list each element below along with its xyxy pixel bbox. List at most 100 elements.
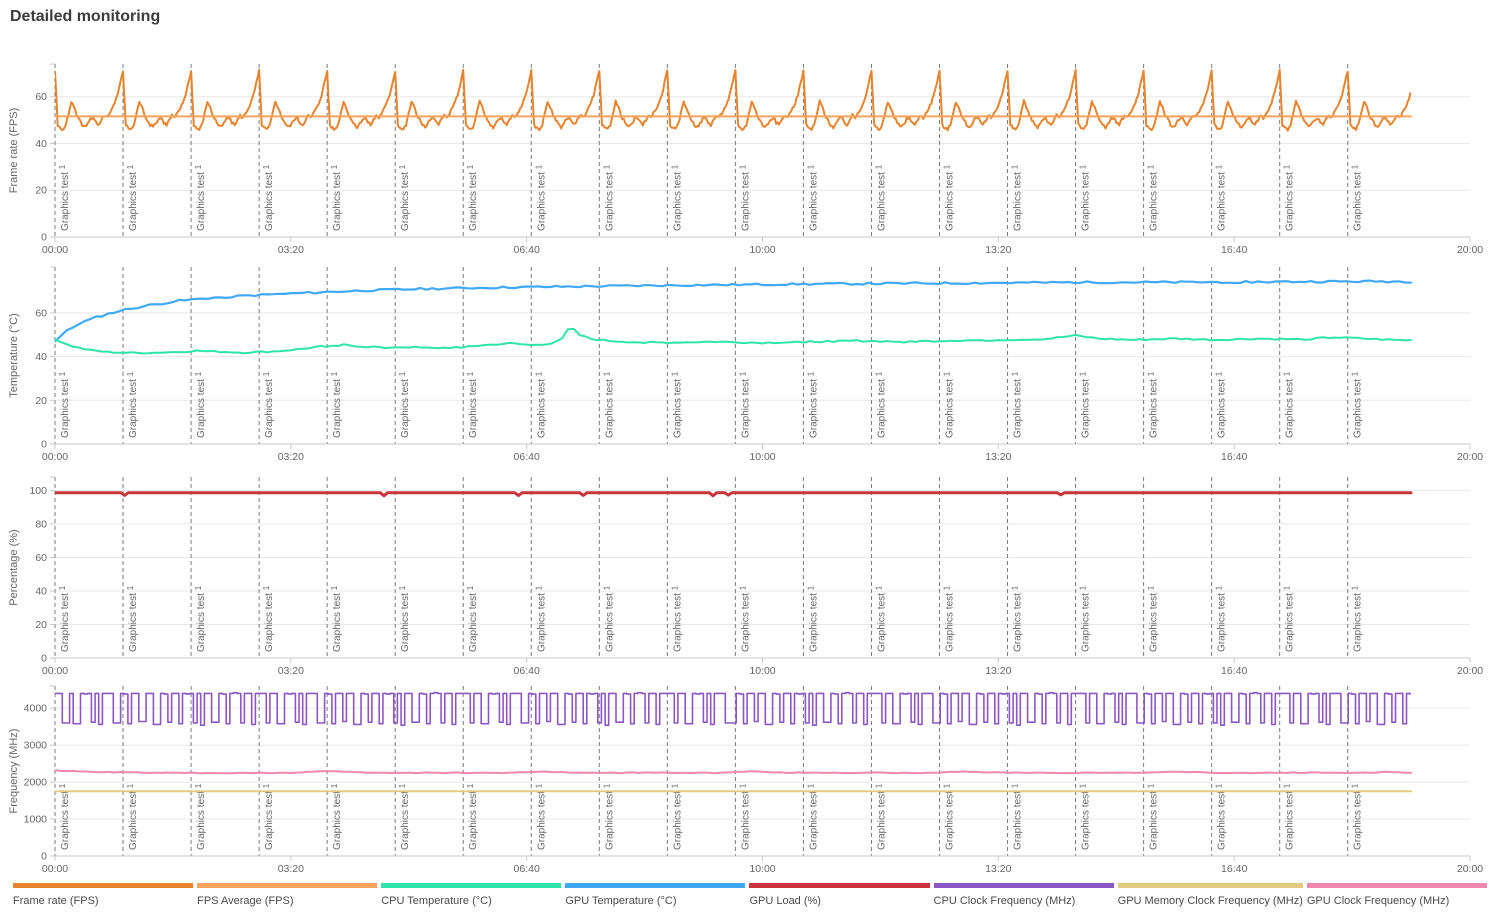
plotline-label: Graphics test 1: [262, 164, 275, 231]
plotline-label: Graphics test 1: [398, 164, 411, 231]
gpu-memory-clock-frequency-mhz-swatch: [1117, 883, 1303, 888]
plotline-label: Graphics test 1: [1283, 371, 1296, 438]
x-tick-label: 16:40: [1221, 244, 1247, 256]
plotline-label: Graphics test 1: [738, 585, 751, 652]
y-tick-label: 0: [41, 232, 47, 244]
x-tick-label: 00:00: [42, 665, 68, 677]
x-tick-label: 20:00: [1457, 244, 1483, 256]
plotline-label: Graphics test 1: [126, 783, 139, 850]
plotline-label: Graphics test 1: [262, 783, 275, 850]
x-tick-label: 10:00: [749, 244, 775, 256]
legend-label: FPS Average (FPS): [197, 895, 294, 907]
legend-item-fps-average-fps[interactable]: FPS Average (FPS): [197, 883, 378, 907]
plotline-label: Graphics test 1: [602, 783, 615, 850]
gpu-load-swatch: [749, 883, 930, 888]
plotline-label: Graphics test 1: [58, 164, 71, 231]
y-tick-label: 100: [29, 485, 47, 497]
y-tick-label: 0: [41, 851, 47, 863]
cpu-clock-frequency-mhz-swatch: [933, 883, 1114, 888]
x-tick-label: 00:00: [42, 863, 68, 875]
plotline-label: Graphics test 1: [874, 783, 887, 850]
plotline-label: Graphics test 1: [738, 783, 751, 850]
legend-item-gpu-memory-clock-frequency-mhz[interactable]: GPU Memory Clock Frequency (MHz): [1117, 883, 1303, 907]
plotline-label: Graphics test 1: [874, 585, 887, 652]
plotline-label: Graphics test 1: [874, 164, 887, 231]
gpu-temperature-c-swatch: [565, 883, 746, 888]
plotline-label: Graphics test 1: [534, 371, 547, 438]
plotline-label: Graphics test 1: [670, 783, 683, 850]
plotline-label: Graphics test 1: [126, 371, 139, 438]
x-tick-label: 20:00: [1457, 863, 1483, 875]
chart-temperature-c: Graphics test 1 Graphics test 1 Graphics t…: [8, 266, 1483, 463]
plotline-label: Graphics test 1: [942, 164, 955, 231]
chart-frequency-mhz: Graphics test 1 Graphics test 1 Graphics t…: [8, 685, 1483, 875]
y-axis-title: Frequency (MHz): [8, 729, 20, 814]
x-tick-label: 03:20: [278, 451, 304, 463]
cpu-temperature-c-swatch: [381, 883, 562, 888]
plotline-label: Graphics test 1: [398, 371, 411, 438]
plotline-label: Graphics test 1: [806, 585, 819, 652]
y-tick-label: 80: [35, 518, 47, 530]
legend-item-cpu-clock-frequency-mhz[interactable]: CPU Clock Frequency (MHz): [933, 883, 1114, 907]
y-tick-label: 60: [35, 91, 47, 103]
y-tick-label: 0: [41, 439, 47, 451]
plotline-label: Graphics test 1: [1011, 164, 1024, 231]
series-cpu-temperature-c[interactable]: [55, 328, 1412, 355]
chart-percentage: Graphics test 1 Graphics test 1 Graphics t…: [8, 476, 1483, 677]
legend-label: GPU Load (%): [749, 895, 821, 907]
series-gpu-clock-frequency-mhz[interactable]: [55, 769, 1412, 775]
plotline-label: Graphics test 1: [58, 371, 71, 438]
x-tick-label: 20:00: [1457, 665, 1483, 677]
x-tick-label: 06:40: [514, 665, 540, 677]
legend-label: GPU Temperature (°C): [565, 895, 677, 907]
x-tick-label: 16:40: [1221, 451, 1247, 463]
series-frame-rate-fps[interactable]: [55, 68, 1412, 132]
monitoring-charts: Graphics test 1 Graphics test 1 Graphics t…: [8, 63, 1483, 875]
plotline-label: Graphics test 1: [1079, 164, 1092, 231]
frame-rate-fps-swatch: [13, 883, 194, 888]
plotline-label: Graphics test 1: [194, 783, 207, 850]
legend-item-frame-rate-fps[interactable]: Frame rate (FPS): [13, 883, 194, 907]
series-gpu-temperature-c[interactable]: [55, 279, 1413, 343]
plotline-label: Graphics test 1: [1079, 783, 1092, 850]
page-title: Detailed monitoring: [10, 8, 161, 25]
y-axis-title: Temperature (°C): [8, 313, 20, 397]
plotline-label: Graphics test 1: [942, 371, 955, 438]
plotline-label: Graphics test 1: [330, 371, 343, 438]
plotline-label: Graphics test 1: [194, 585, 207, 652]
plotline-label: Graphics test 1: [1147, 783, 1160, 850]
fps-average-fps-swatch: [197, 883, 378, 888]
plotline-label: Graphics test 1: [1011, 783, 1024, 850]
y-tick-label: 20: [35, 185, 47, 197]
series-gpu-load[interactable]: [55, 491, 1413, 498]
plotline-label: Graphics test 1: [1351, 371, 1364, 438]
x-tick-label: 13:20: [985, 863, 1011, 875]
plotline-label: Graphics test 1: [126, 164, 139, 231]
x-tick-label: 06:40: [514, 451, 540, 463]
plotline-label: Graphics test 1: [1147, 164, 1160, 231]
x-tick-label: 00:00: [42, 451, 68, 463]
legend-item-gpu-clock-frequency-mhz[interactable]: GPU Clock Frequency (MHz): [1306, 883, 1487, 907]
plotline-label: Graphics test 1: [1079, 371, 1092, 438]
x-tick-label: 10:00: [749, 665, 775, 677]
plotline-label: Graphics test 1: [262, 585, 275, 652]
plotline-label: Graphics test 1: [602, 371, 615, 438]
series-cpu-clock-frequency-mhz[interactable]: [55, 691, 1411, 726]
plotline-label: Graphics test 1: [1215, 783, 1228, 850]
plotline-label: Graphics test 1: [1147, 585, 1160, 652]
chart-frame-rate-fps: Graphics test 1 Graphics test 1 Graphics t…: [8, 63, 1483, 256]
legend-label: GPU Clock Frequency (MHz): [1306, 895, 1450, 907]
x-tick-label: 10:00: [749, 451, 775, 463]
legend-label: CPU Clock Frequency (MHz): [933, 895, 1076, 907]
legend-item-cpu-temperature-c[interactable]: CPU Temperature (°C): [381, 883, 562, 907]
x-tick-label: 13:20: [985, 451, 1011, 463]
legend-item-gpu-temperature-c[interactable]: GPU Temperature (°C): [565, 883, 746, 907]
plotline-label: Graphics test 1: [262, 371, 275, 438]
legend-item-gpu-load[interactable]: GPU Load (%): [749, 883, 930, 907]
plotline-label: Graphics test 1: [1283, 164, 1296, 231]
y-tick-label: 1000: [24, 814, 48, 826]
y-tick-label: 4000: [24, 703, 48, 715]
y-tick-label: 40: [35, 351, 47, 363]
plotline-label: Graphics test 1: [534, 585, 547, 652]
x-tick-label: 03:20: [278, 863, 304, 875]
